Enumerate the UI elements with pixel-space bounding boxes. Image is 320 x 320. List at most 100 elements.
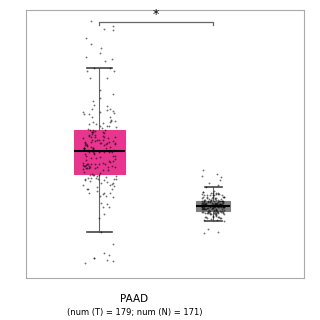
Point — [105, 140, 110, 145]
Point — [202, 200, 207, 205]
Point — [215, 172, 220, 177]
Point — [86, 111, 91, 116]
Point — [200, 191, 205, 196]
Point — [92, 129, 97, 134]
Point — [206, 180, 212, 186]
Point — [215, 197, 220, 202]
Point — [104, 108, 109, 113]
Point — [86, 121, 91, 126]
Point — [110, 27, 116, 32]
Point — [99, 125, 104, 131]
Point — [85, 187, 90, 192]
Point — [98, 171, 103, 176]
Point — [113, 140, 118, 146]
Point — [110, 180, 116, 185]
Point — [94, 175, 99, 180]
Point — [84, 157, 89, 162]
Point — [86, 148, 91, 153]
Point — [97, 194, 102, 199]
Point — [209, 207, 214, 212]
Point — [84, 143, 89, 148]
Point — [201, 206, 206, 212]
Point — [216, 199, 221, 204]
Point — [83, 165, 88, 170]
Point — [218, 178, 223, 183]
Point — [221, 204, 226, 209]
Point — [203, 214, 208, 219]
Point — [89, 42, 94, 47]
Point — [220, 202, 225, 207]
Point — [91, 173, 96, 178]
Point — [218, 209, 223, 214]
Point — [92, 134, 98, 139]
Point — [107, 205, 112, 210]
Point — [81, 170, 86, 175]
Point — [216, 214, 221, 220]
Point — [221, 198, 226, 203]
Point — [90, 130, 95, 135]
Point — [94, 185, 100, 190]
Point — [209, 200, 214, 205]
Point — [88, 76, 93, 81]
Point — [112, 177, 117, 182]
Point — [108, 66, 113, 71]
Point — [220, 209, 225, 214]
Point — [100, 160, 106, 165]
Point — [85, 127, 90, 132]
Point — [86, 175, 91, 180]
Point — [100, 168, 106, 173]
Point — [214, 190, 219, 195]
Point — [208, 203, 213, 208]
PathPatch shape — [196, 201, 230, 211]
Point — [213, 207, 218, 212]
Point — [200, 201, 205, 206]
Point — [90, 107, 95, 112]
Point — [101, 143, 107, 148]
Point — [216, 204, 221, 209]
Point — [200, 207, 205, 212]
Point — [211, 201, 216, 206]
Point — [203, 202, 208, 207]
Point — [111, 195, 116, 200]
Point — [92, 255, 97, 260]
Point — [85, 162, 91, 167]
Point — [207, 204, 212, 209]
Point — [213, 213, 218, 218]
Point — [206, 205, 211, 210]
Point — [199, 200, 204, 205]
Point — [84, 162, 89, 167]
Point — [202, 210, 207, 215]
Point — [83, 260, 88, 266]
Point — [102, 59, 108, 64]
Point — [201, 204, 206, 209]
Point — [215, 183, 220, 188]
Point — [110, 91, 116, 96]
Point — [206, 208, 211, 213]
Point — [83, 176, 88, 181]
Point — [221, 212, 227, 217]
Point — [114, 173, 119, 178]
Point — [90, 129, 95, 134]
Point — [100, 191, 105, 196]
Point — [110, 56, 115, 61]
Point — [215, 190, 220, 195]
Point — [108, 119, 114, 124]
Point — [112, 111, 117, 116]
Point — [81, 161, 86, 166]
Point — [215, 211, 220, 216]
Point — [82, 145, 87, 150]
Point — [87, 172, 92, 177]
Point — [103, 146, 108, 151]
Point — [210, 214, 215, 219]
Point — [209, 197, 214, 203]
Point — [93, 156, 98, 161]
Point — [110, 258, 115, 263]
Point — [214, 211, 219, 216]
Point — [214, 202, 219, 207]
Point — [98, 124, 103, 129]
Point — [201, 193, 206, 198]
Point — [113, 118, 118, 123]
Point — [220, 204, 225, 210]
Point — [102, 251, 107, 256]
Point — [221, 194, 226, 199]
